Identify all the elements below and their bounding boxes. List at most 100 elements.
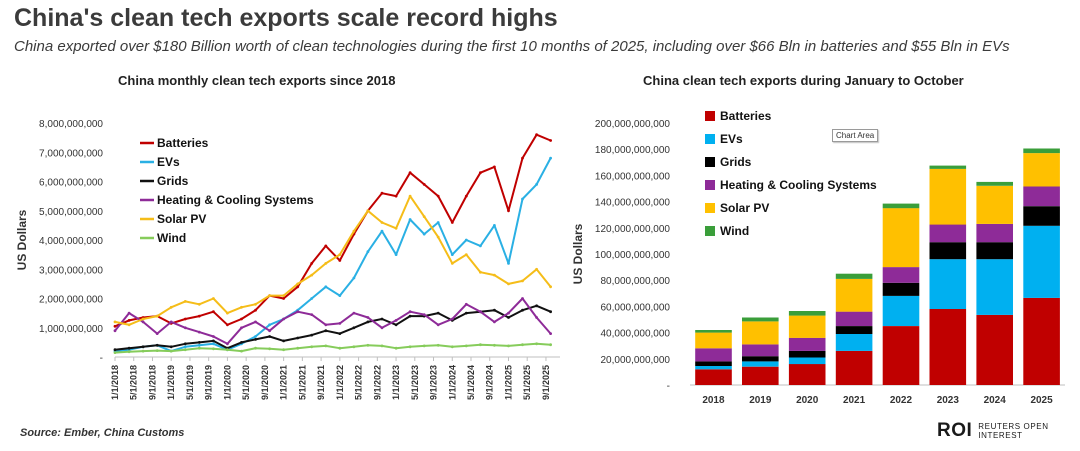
- y-tick-label: 7,000,000,000: [39, 148, 103, 159]
- data-point: [479, 270, 482, 274]
- data-point: [113, 324, 117, 328]
- series-batteries: [113, 133, 552, 328]
- data-point: [183, 342, 187, 346]
- data-point: [310, 313, 314, 316]
- bar-segment-wind: [695, 330, 732, 333]
- data-point: [141, 320, 145, 324]
- data-point: [450, 345, 454, 349]
- data-point: [282, 294, 285, 297]
- series-wind: [113, 342, 552, 354]
- data-point: [535, 316, 538, 319]
- data-point: [268, 335, 271, 338]
- bar-segment-grids: [695, 361, 732, 366]
- x-tick-label: 2021: [843, 395, 866, 406]
- data-point: [240, 317, 243, 321]
- data-point: [422, 344, 426, 348]
- x-tick-label: 2023: [937, 395, 960, 406]
- bar-segment-batteries: [976, 314, 1013, 385]
- data-point: [436, 221, 440, 224]
- data-point: [521, 279, 524, 283]
- data-point: [535, 133, 538, 137]
- data-point: [169, 345, 173, 349]
- bar-segment-solar-pv: [742, 321, 779, 345]
- data-point: [450, 221, 454, 224]
- data-point: [549, 285, 552, 289]
- data-point: [324, 323, 328, 327]
- bar-segment-batteries: [695, 369, 732, 385]
- data-point: [507, 282, 510, 286]
- x-tick-label: 2022: [890, 395, 913, 406]
- data-point: [141, 317, 145, 321]
- data-point: [507, 311, 510, 315]
- logo-wordmark: ROI: [937, 420, 973, 441]
- page-subtitle: China exported over $180 Billion worth o…: [14, 38, 1010, 55]
- data-point: [268, 323, 271, 327]
- data-point: [422, 313, 426, 316]
- x-tick-label: 2019: [749, 395, 772, 406]
- data-point: [324, 285, 328, 289]
- x-tick-label: 1/1/2024: [447, 365, 457, 400]
- bar-segment-wind: [1023, 148, 1060, 154]
- data-point: [366, 343, 370, 347]
- data-point: [324, 262, 328, 265]
- data-point: [296, 282, 300, 286]
- data-point: [310, 262, 314, 265]
- x-tick-label: 5/1/2024: [466, 365, 476, 400]
- data-point: [479, 171, 482, 175]
- data-point: [183, 345, 187, 349]
- x-tick-label: 5/1/2018: [129, 365, 139, 400]
- bar-segment-evs: [742, 361, 779, 367]
- bar-segment-heating-cooling-systems: [1023, 186, 1060, 207]
- x-tick-label: 5/1/2019: [185, 365, 195, 400]
- line-legend: Batteries EVs Grids Heating & Cooling Syste…: [140, 136, 314, 245]
- y-tick-label: 100,000,000,000: [595, 250, 671, 261]
- x-tick-label: 9/1/2021: [316, 365, 326, 400]
- line-chart: - 1,000,000,000 2,000,000,000 3,000,000,000…: [15, 119, 560, 400]
- bar-segment-heating-cooling-systems: [695, 348, 732, 362]
- bar-segment-heating-cooling-systems: [788, 337, 826, 351]
- data-point: [113, 351, 117, 354]
- data-point: [380, 221, 384, 224]
- x-tick-label: 9/1/2019: [204, 365, 214, 400]
- data-point: [212, 335, 215, 338]
- data-point: [479, 244, 482, 248]
- data-point: [212, 310, 215, 314]
- data-point: [450, 253, 454, 256]
- legend-label-evs: EVs: [720, 132, 743, 146]
- bar-segment-evs: [835, 333, 873, 351]
- data-point: [464, 253, 468, 256]
- data-point: [155, 349, 159, 352]
- series-line-wind: [114, 342, 551, 354]
- data-point: [535, 267, 538, 271]
- data-point: [464, 344, 468, 348]
- x-tick-label: 9/1/2025: [541, 365, 551, 400]
- data-point: [464, 311, 468, 315]
- data-point: [436, 194, 440, 198]
- data-point: [212, 339, 215, 343]
- legend-label-batteries: Batteries: [720, 109, 772, 123]
- bar-segment-evs: [695, 366, 732, 370]
- data-point: [310, 333, 314, 337]
- data-point: [549, 332, 552, 335]
- data-point: [422, 232, 426, 236]
- data-point: [310, 273, 314, 277]
- y-tick-label: 40,000,000,000: [600, 329, 670, 340]
- x-tick-label: 1/1/2018: [110, 365, 120, 400]
- data-point: [535, 342, 538, 346]
- data-point: [155, 343, 159, 347]
- bar-segment-grids: [742, 356, 779, 362]
- data-point: [296, 346, 300, 350]
- bar-stack-2019: [742, 317, 779, 385]
- bar-segment-wind: [929, 165, 967, 169]
- data-point: [479, 343, 482, 347]
- source-note: Source: Ember, China Customs: [20, 427, 185, 439]
- bar-segment-evs: [882, 295, 920, 326]
- data-point: [352, 311, 356, 315]
- data-point: [254, 338, 257, 341]
- series-grids: [113, 304, 552, 352]
- data-point: [296, 310, 300, 314]
- bar-segment-wind: [742, 317, 779, 322]
- data-point: [507, 209, 510, 213]
- data-point: [324, 344, 328, 348]
- data-point: [197, 302, 201, 306]
